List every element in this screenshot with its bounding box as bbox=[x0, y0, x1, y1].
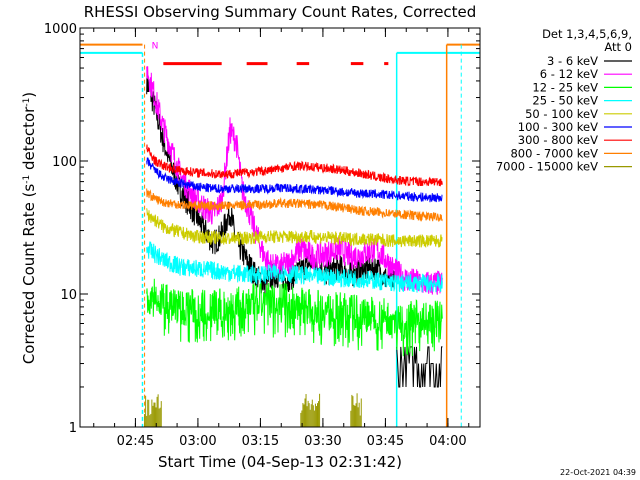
legend-entry-label: 25 - 50 keV bbox=[532, 94, 598, 108]
series-8 bbox=[146, 188, 443, 223]
series-2 bbox=[146, 66, 443, 295]
generation-timestamp: 22-Oct-2021 04:39 bbox=[560, 468, 636, 477]
x-tick-label: 03:30 bbox=[304, 434, 341, 449]
legend-entry-label: 800 - 7000 keV bbox=[510, 146, 598, 160]
series-line-1-tail bbox=[396, 346, 443, 388]
y-axis-label: Corrected Count Rate (s-1 detector-1) bbox=[20, 92, 38, 364]
x-axis-label: Start Time (04-Sep-13 02:31:42) bbox=[158, 453, 402, 471]
series-9 bbox=[144, 393, 362, 427]
series-line-4 bbox=[146, 241, 443, 293]
legend-header-line1: Det 1,3,4,5,6,9, bbox=[542, 27, 632, 41]
x-tick-label: 03:00 bbox=[179, 434, 216, 449]
x-tick-label: 04:00 bbox=[429, 434, 466, 449]
x-tick-label: 03:15 bbox=[242, 434, 279, 449]
series-line-7 bbox=[146, 144, 443, 187]
legend-entry-label: 300 - 800 keV bbox=[518, 133, 598, 147]
legend-entry-label: 7000 - 15000 keV bbox=[496, 160, 598, 174]
legend-entry-label: 6 - 12 keV bbox=[540, 67, 598, 81]
legend-entry-label: 3 - 6 keV bbox=[547, 54, 598, 68]
y-tick-label: 100 bbox=[52, 155, 77, 170]
x-tick-label: 02:45 bbox=[117, 434, 154, 449]
series-line-5 bbox=[146, 208, 443, 248]
y-tick-label: 1 bbox=[69, 421, 77, 436]
flare-flag-label: N bbox=[152, 42, 159, 52]
series-6 bbox=[146, 156, 443, 203]
x-axis: 02:45 03:00 03:15 03:30 03:45 04:00 bbox=[93, 28, 470, 449]
series-line-8 bbox=[146, 188, 443, 223]
legend-entry-label: 12 - 25 keV bbox=[532, 80, 598, 94]
chart-title: RHESSI Observing Summary Count Rates, Co… bbox=[84, 3, 477, 21]
series-1 bbox=[146, 70, 443, 388]
series-3 bbox=[146, 278, 443, 357]
y-axis: 1 10 100 1000 bbox=[44, 22, 480, 436]
series-7 bbox=[146, 144, 443, 187]
legend-header-line2: Att 0 bbox=[604, 40, 632, 54]
series-4 bbox=[146, 241, 443, 293]
series-line-6 bbox=[146, 156, 443, 203]
background-lines: N bbox=[80, 42, 480, 427]
series-layer bbox=[144, 66, 443, 427]
y-tick-label: 1000 bbox=[44, 22, 77, 37]
x-tick-label: 03:45 bbox=[367, 434, 404, 449]
legend-entry-label: 100 - 300 keV bbox=[518, 120, 598, 134]
y-tick-label: 10 bbox=[60, 288, 77, 303]
series-line-2 bbox=[146, 66, 443, 295]
series-5 bbox=[146, 208, 443, 248]
plot-frame bbox=[79, 27, 481, 428]
legend-entry-label: 50 - 100 keV bbox=[525, 107, 598, 121]
series-line-3 bbox=[146, 278, 443, 357]
